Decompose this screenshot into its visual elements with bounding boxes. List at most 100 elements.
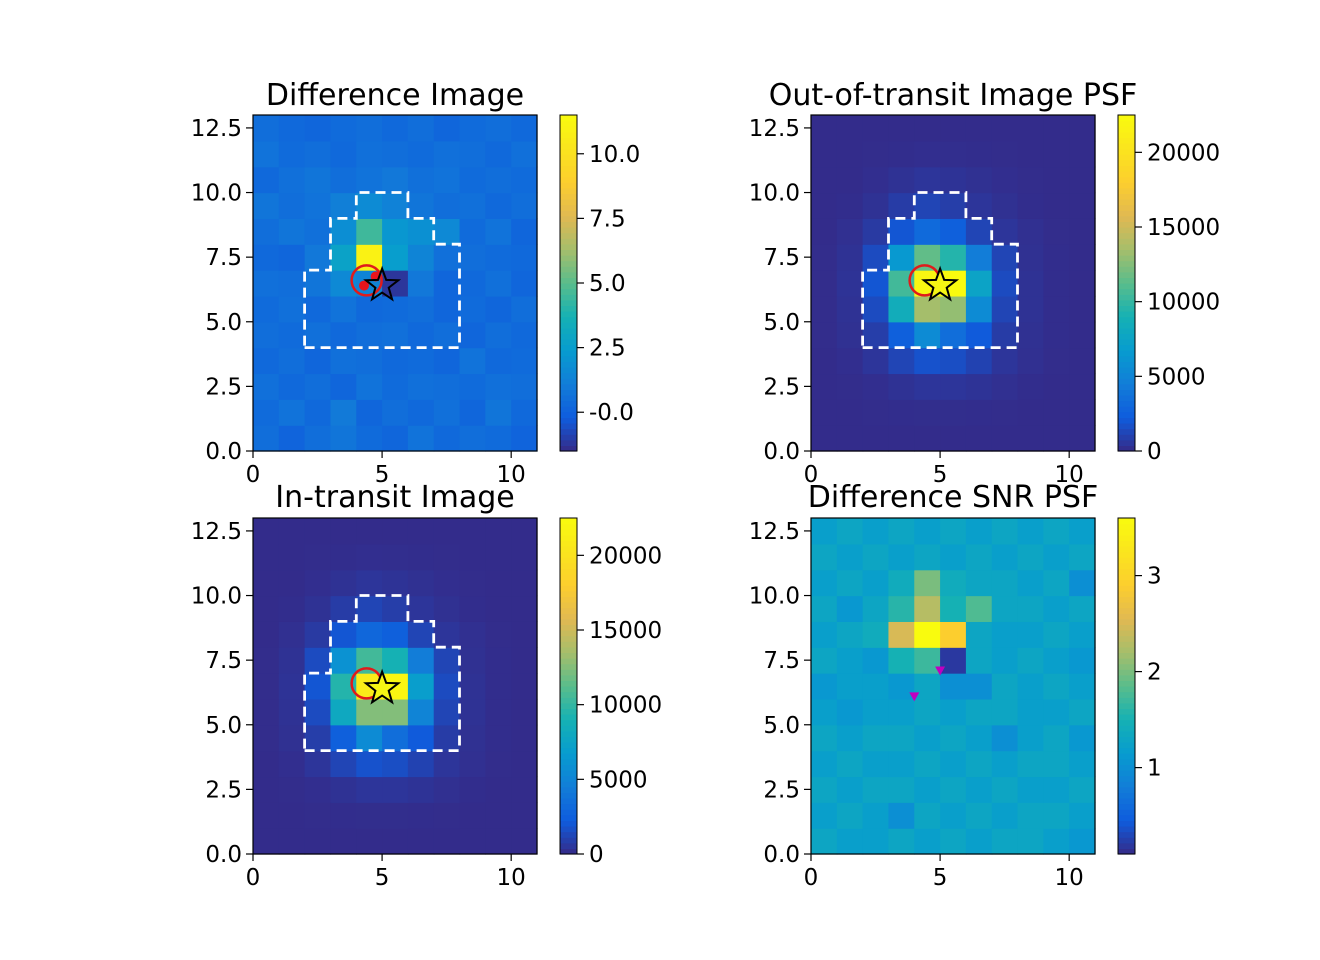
- colorbar-strip: [1118, 439, 1135, 446]
- heatmap-cell: [511, 595, 538, 622]
- colorbar-strip: [1118, 775, 1135, 782]
- heatmap-cell: [304, 621, 332, 648]
- axes: 0 5 10 0.0 2.5 5.0 7.5 10.0 12.5: [191, 114, 538, 488]
- overlay-layer: [303, 594, 461, 752]
- heatmap-cell: [940, 647, 967, 674]
- heatmap-cell: [1017, 295, 1044, 323]
- colorbar-strip: [560, 585, 577, 592]
- colorbar-strip: [560, 171, 577, 178]
- colorbar-strip: [560, 579, 577, 586]
- colorbar-strip: [560, 389, 577, 396]
- heatmap-cell: [433, 621, 461, 648]
- heatmap-cell: [485, 621, 512, 648]
- colorbar-strip: [1118, 781, 1135, 788]
- colorbar-tick-label: 5000: [1147, 364, 1206, 390]
- colorbar-strip: [560, 680, 577, 687]
- heatmap-cell: [888, 518, 915, 545]
- colorbar-strip: [560, 271, 577, 278]
- y-tick-label: 7.5: [205, 245, 242, 271]
- heatmap-cell: [1017, 321, 1044, 349]
- colorbar-strip: [1118, 277, 1135, 284]
- colorbar-strip: [560, 758, 577, 765]
- heatmap-cell: [1043, 140, 1070, 168]
- heatmap-cell: [511, 621, 538, 648]
- heatmap-cell: [862, 115, 890, 142]
- axes: 0 5 10 0.0 2.5 5.0 7.5 10.0 12.5: [749, 114, 1096, 488]
- colorbar-strip: [560, 193, 577, 200]
- heatmap-cells: [253, 518, 538, 855]
- heatmap-cell: [836, 295, 864, 323]
- heatmap-cell: [991, 543, 1019, 571]
- heatmap-cell: [862, 543, 890, 571]
- colorbar-strip: [1118, 316, 1135, 323]
- colorbar-strip: [1118, 837, 1135, 844]
- heatmap-cell: [330, 802, 357, 829]
- y-tick-label: 2.5: [205, 777, 242, 803]
- heatmap-cell: [811, 192, 838, 219]
- colorbar-strip: [560, 719, 577, 726]
- colorbar-strip: [1118, 630, 1135, 637]
- colorbar-strip: [1118, 271, 1135, 278]
- heatmap-cell: [433, 192, 461, 219]
- heatmap-cell: [433, 270, 461, 297]
- x-tick-label: 5: [375, 865, 390, 891]
- heatmap-cell: [304, 218, 332, 245]
- heatmap-cell: [1043, 698, 1070, 726]
- colorbar-strip: [1118, 826, 1135, 833]
- heatmap-cell: [407, 192, 435, 219]
- colorbar-strip: [1118, 378, 1135, 385]
- heatmap-cell: [888, 321, 915, 349]
- colorbar-tick-label: 20000: [589, 543, 662, 569]
- snr-triangle-marker: [909, 692, 920, 702]
- heatmap-cell: [459, 244, 486, 271]
- heatmap-cell: [965, 192, 993, 219]
- colorbar-strip: [560, 770, 577, 777]
- heatmap-cell: [330, 595, 357, 622]
- heatmap-cell: [304, 750, 332, 778]
- colorbar-strip: [560, 551, 577, 558]
- heatmap-cell: [356, 802, 383, 829]
- aperture-outline: [303, 594, 461, 752]
- heatmap-cell: [485, 750, 512, 778]
- colorbar-frame: [1117, 114, 1136, 452]
- heatmap-cell: [1017, 595, 1044, 622]
- heatmap-cell: [511, 373, 538, 400]
- colorbar-strip: [1118, 299, 1135, 306]
- colorbar-tick-label: 1: [1147, 756, 1162, 782]
- heatmap-cell: [991, 518, 1019, 545]
- colorbar: -0.0 2.5 5.0 7.5 10.0: [559, 114, 640, 452]
- colorbar-strip: [1118, 445, 1135, 452]
- heatmap-cell: [836, 321, 864, 349]
- heatmap-cell: [433, 347, 461, 375]
- heatmap-cell: [991, 802, 1019, 829]
- heatmap-cell: [433, 802, 461, 829]
- colorbar-strip: [560, 630, 577, 637]
- heatmap-cell: [1017, 244, 1044, 271]
- heatmap-cell: [407, 115, 435, 142]
- heatmap-cell: [836, 776, 864, 803]
- heatmap-cell: [914, 321, 941, 349]
- heatmap-cell: [253, 218, 280, 245]
- y-tick-label: 7.5: [763, 648, 800, 674]
- colorbar-strip: [560, 826, 577, 833]
- heatmap-cell: [253, 166, 280, 194]
- colorbar-strip: [560, 411, 577, 418]
- heatmap-cell: [253, 569, 280, 597]
- colorbar-tick-label: 3: [1147, 564, 1162, 590]
- heatmap-cell: [278, 802, 306, 829]
- heatmap-cell: [459, 347, 486, 375]
- heatmap-cell: [811, 828, 838, 855]
- heatmap-cell: [330, 295, 357, 323]
- heatmap-cell: [304, 244, 332, 271]
- colorbar-strip: [1118, 534, 1135, 541]
- heatmap-cell: [330, 724, 357, 752]
- heatmap-cell: [511, 425, 538, 452]
- heatmap-cell: [965, 166, 993, 194]
- y-tick-label: 7.5: [205, 648, 242, 674]
- heatmap-cell: [1043, 373, 1070, 400]
- heatmap-cell: [382, 321, 409, 349]
- heatmap-cell: [407, 399, 435, 426]
- heatmap-cell: [1043, 518, 1070, 545]
- colorbar-tick-label: 0: [589, 842, 604, 868]
- heatmap-cell: [991, 776, 1019, 803]
